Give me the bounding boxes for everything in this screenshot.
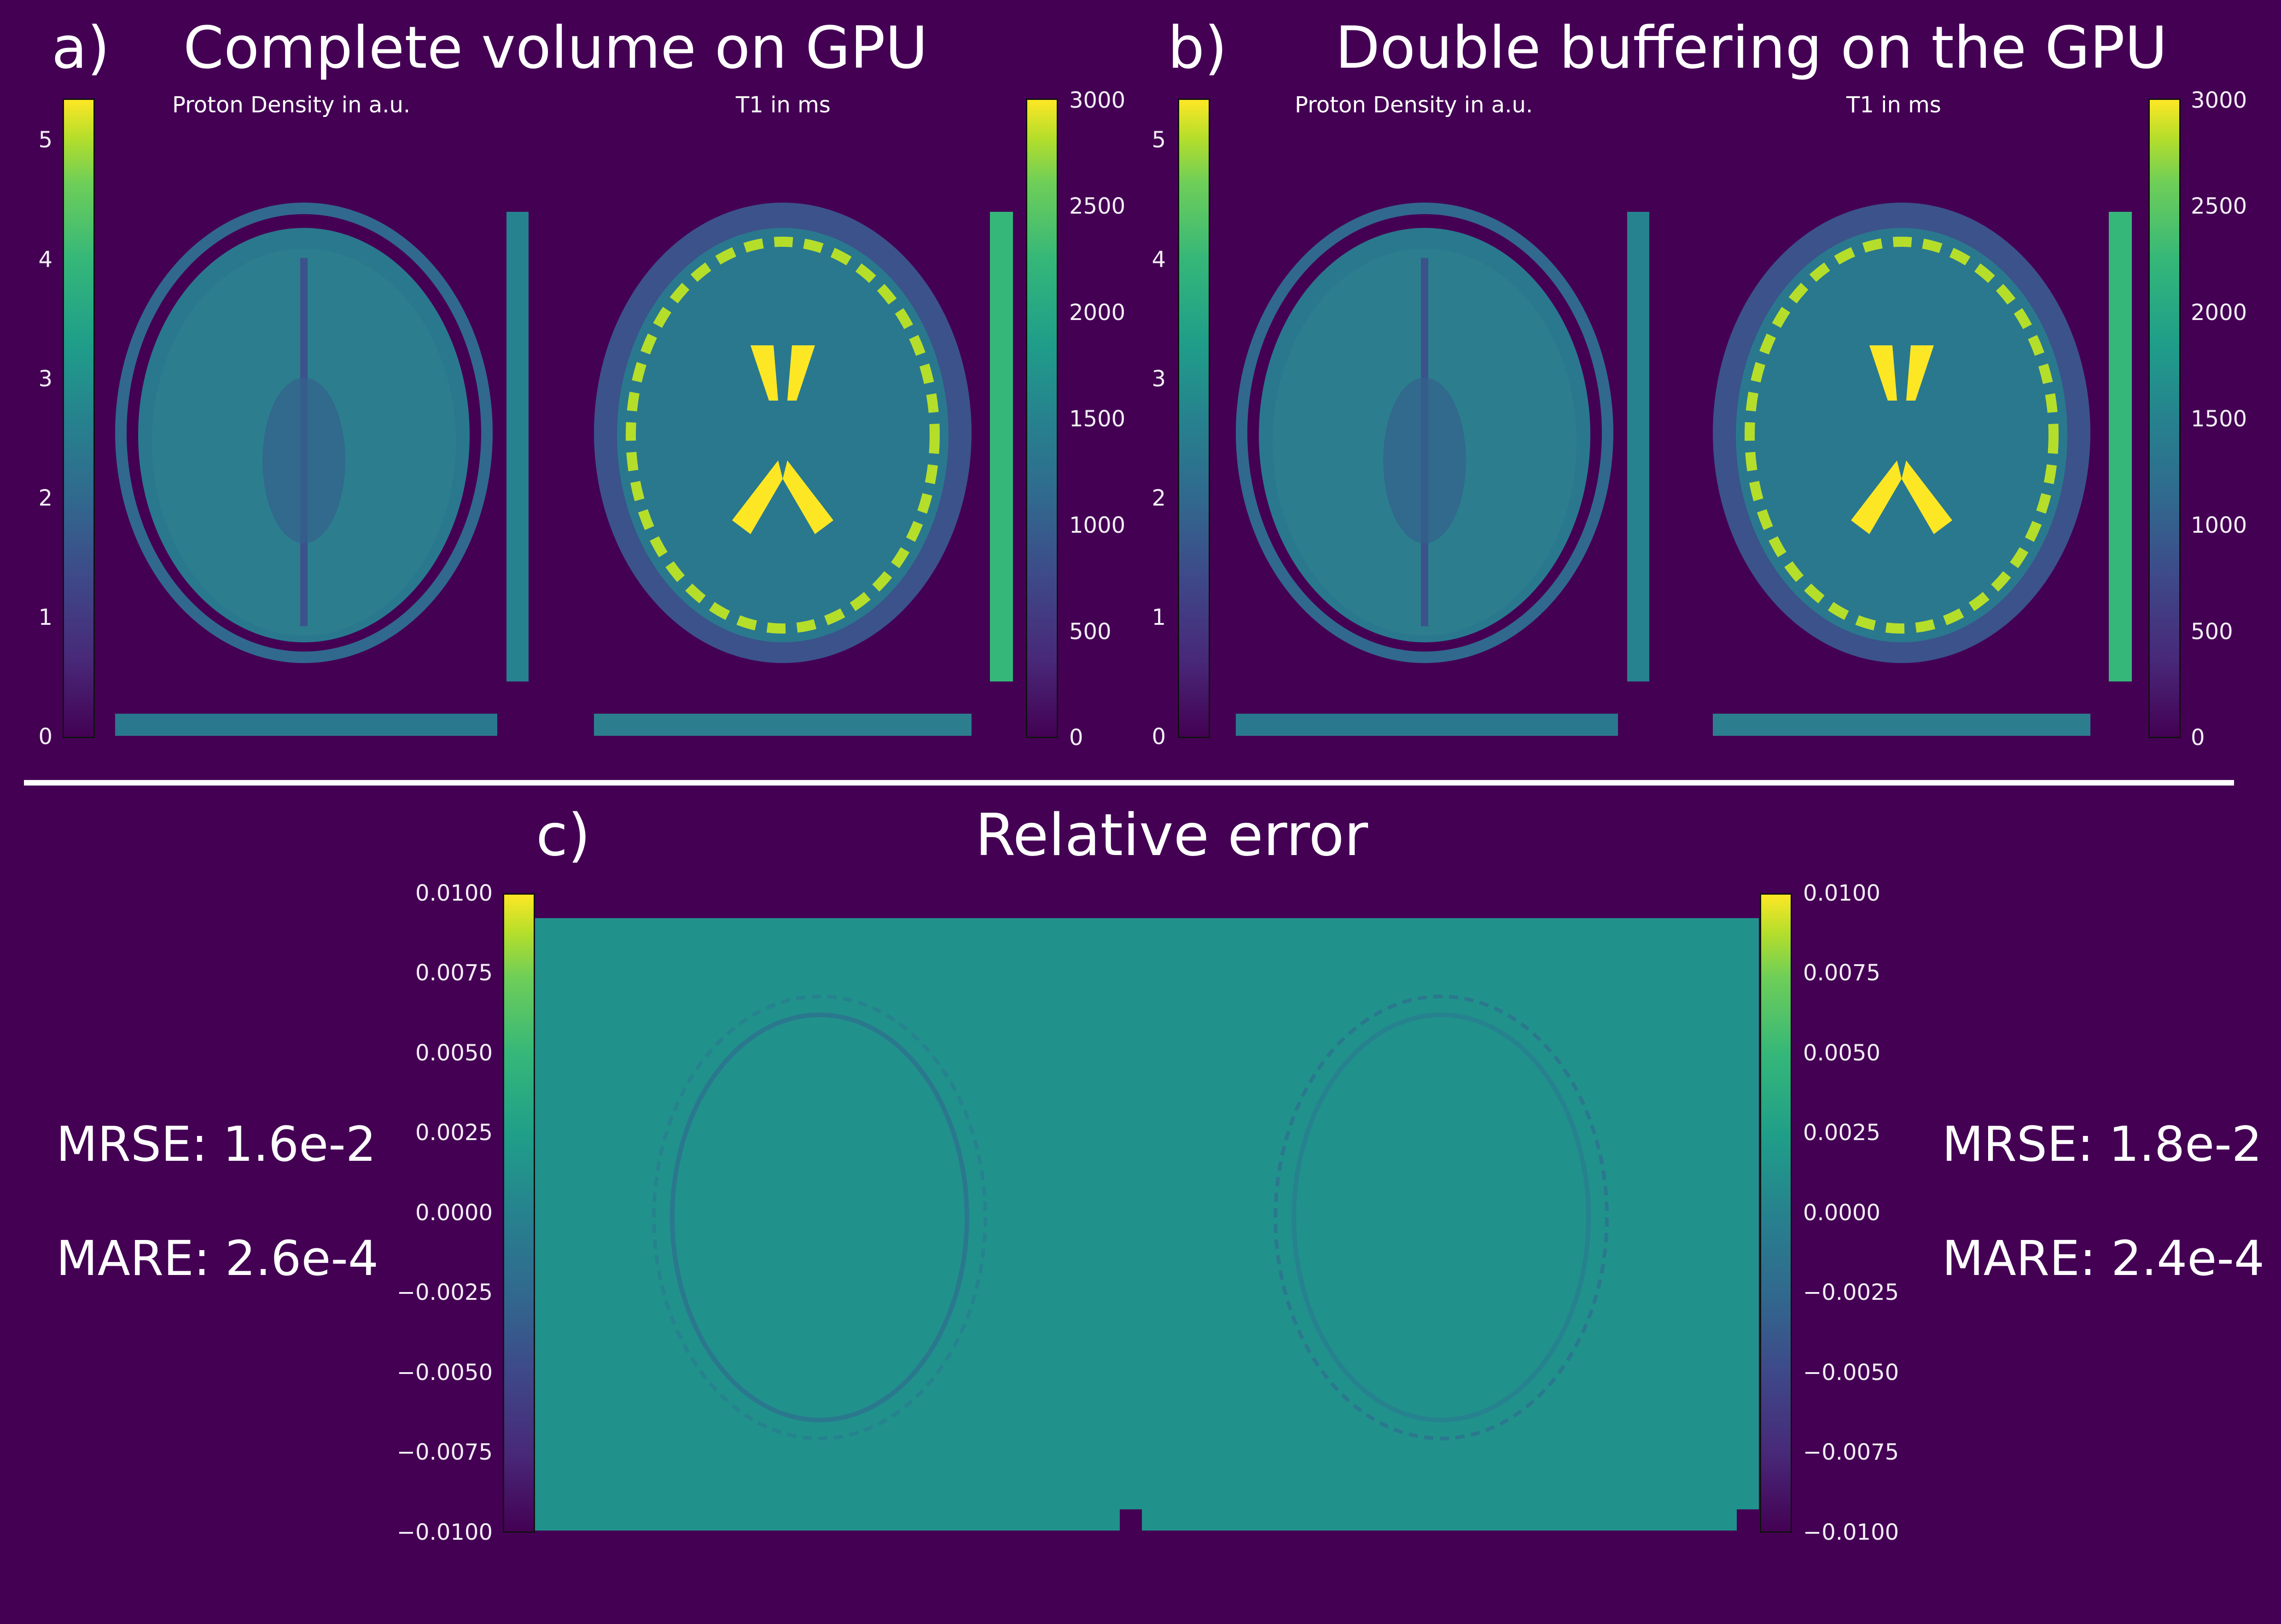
panel-a-pd-tick: 3	[38, 366, 52, 392]
panel-b-pd-brain-image	[1236, 203, 1649, 736]
panel-c-letter: c)	[536, 801, 591, 869]
error-right-tick: −0.0025	[1803, 1280, 1899, 1305]
error-map-image	[534, 918, 1759, 1531]
panel-b-t1-tick: 1000	[2191, 512, 2247, 538]
error-colorbar-right	[1760, 893, 1792, 1533]
panel-b-t1-tick: 0	[2191, 725, 2205, 751]
error-right-tick: 0.0050	[1803, 1040, 1880, 1066]
error-right-tick: 0.0025	[1803, 1120, 1880, 1146]
panel-b-pd-tick: 1	[1152, 605, 1166, 630]
panel-a-pd-tick: 4	[38, 247, 52, 273]
panel-a-t1-tick: 0	[1069, 725, 1083, 751]
section-divider	[24, 780, 2234, 786]
panel-c-title: Relative error	[975, 801, 1368, 869]
panel-a-pd-tick: 2	[38, 485, 52, 511]
panel-a-t1-brain-image	[594, 203, 1013, 736]
panel-b-t1-colorbar	[2148, 99, 2181, 738]
error-left-tick: 0.0100	[415, 880, 493, 906]
error-right-tick: −0.0050	[1803, 1360, 1899, 1385]
panel-b-t1-brain-image	[1713, 203, 2132, 736]
panel-b-pd-colorbar	[1178, 99, 1210, 738]
right-mare-stat: MARE: 2.4e-4	[1942, 1230, 2265, 1286]
panel-b-pd-tick: 5	[1152, 127, 1166, 153]
panel-b-pd-tick: 2	[1152, 485, 1166, 511]
panel-a-t1-tick: 2500	[1069, 193, 1126, 219]
panel-b-pd-tick: 3	[1152, 366, 1166, 392]
panel-a-pd-tick: 1	[38, 605, 52, 630]
panel-b-t1-tick: 1500	[2191, 406, 2247, 432]
panel-a-t1-tick: 1500	[1069, 406, 1126, 432]
error-colorbar-left	[503, 893, 535, 1533]
left-mare-stat: MARE: 2.6e-4	[56, 1230, 379, 1286]
error-left-tick: −0.0075	[396, 1439, 493, 1465]
panel-a-t1-label: T1 in ms	[736, 92, 831, 118]
error-left-tick: 0.0000	[415, 1200, 493, 1226]
panel-b-t1-label: T1 in ms	[1846, 92, 1941, 118]
panel-a-title: Complete volume on GPU	[183, 14, 928, 81]
panel-a-t1-tick: 2000	[1069, 300, 1126, 326]
panel-a-t1-tick: 1000	[1069, 512, 1126, 538]
error-right-tick: −0.0075	[1803, 1439, 1899, 1465]
error-left-tick: 0.0025	[415, 1120, 493, 1146]
panel-b-letter: b)	[1168, 14, 1228, 81]
error-left-tick: −0.0100	[396, 1519, 493, 1545]
panel-b-pd-tick: 0	[1152, 724, 1166, 750]
panel-b-t1-tick: 2000	[2191, 300, 2247, 326]
error-left-tick: 0.0050	[415, 1040, 493, 1066]
error-left-tick: 0.0075	[415, 960, 493, 986]
left-mrse-stat: MRSE: 1.6e-2	[56, 1116, 376, 1172]
error-right-tick: 0.0000	[1803, 1200, 1880, 1226]
error-right-tick: 0.0100	[1803, 880, 1880, 906]
error-right-tick: −0.0100	[1803, 1519, 1899, 1545]
panel-a-letter: a)	[52, 14, 110, 81]
panel-b-pd-tick: 4	[1152, 247, 1166, 273]
panel-b-t1-tick: 500	[2191, 619, 2233, 645]
panel-a-pd-brain-image	[115, 203, 529, 736]
right-mrse-stat: MRSE: 1.8e-2	[1942, 1116, 2262, 1172]
error-left-tick: −0.0025	[396, 1280, 493, 1305]
panel-a-t1-tick: 3000	[1069, 87, 1126, 113]
panel-a-pd-label: Proton Density in a.u.	[172, 92, 411, 118]
panel-a-t1-colorbar	[1026, 99, 1058, 738]
panel-b-pd-label: Proton Density in a.u.	[1295, 92, 1533, 118]
panel-a-pd-tick: 0	[38, 724, 52, 750]
panel-b-t1-tick: 3000	[2191, 87, 2247, 113]
panel-a-pd-tick: 5	[38, 127, 52, 153]
panel-a-pd-colorbar	[63, 99, 95, 738]
error-left-tick: −0.0050	[396, 1360, 493, 1385]
panel-b-title: Double buffering on the GPU	[1335, 14, 2168, 81]
panel-a-t1-tick: 500	[1069, 619, 1111, 645]
panel-b-t1-tick: 2500	[2191, 193, 2247, 219]
error-right-tick: 0.0075	[1803, 960, 1880, 986]
